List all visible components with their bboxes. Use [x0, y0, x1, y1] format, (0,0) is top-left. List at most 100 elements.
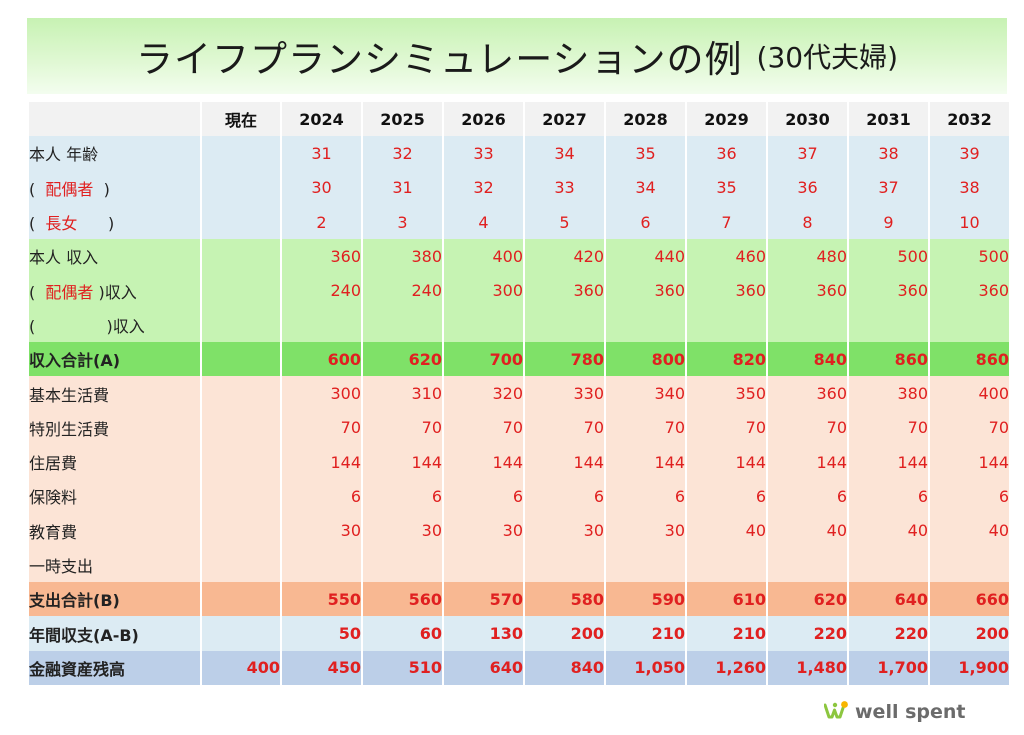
row-label: 一時支出: [29, 547, 200, 583]
paren-open: (: [29, 214, 36, 234]
now-cell: [202, 204, 280, 240]
row-label: 金融資産残高: [29, 650, 200, 686]
value-cell: 860: [930, 342, 1009, 377]
row-income-total: 収入合計(A) 600 620 700 780 800 820 840 860 860: [29, 342, 1009, 377]
now-cell: [202, 170, 280, 205]
sprout-icon: [823, 700, 850, 724]
value-cell: 32: [444, 170, 523, 205]
now-cell: [202, 376, 280, 411]
value-cell: 31: [282, 136, 361, 171]
value-cell: 620: [363, 342, 442, 377]
row-label: ( 長女 ): [29, 204, 200, 240]
now-cell: [202, 273, 280, 308]
wellspent-logo: well spent: [823, 700, 965, 724]
value-cell: 780: [525, 342, 604, 377]
value-cell: 144: [849, 444, 928, 480]
value-cell: 32: [363, 136, 442, 171]
value-cell: 144: [363, 444, 442, 480]
paren-close: ): [107, 214, 115, 234]
row-one-time: 一時支出: [29, 547, 1009, 583]
header-year: 2024: [282, 102, 361, 137]
value-cell: [444, 307, 523, 343]
now-cell: 400: [202, 650, 280, 686]
value-cell: 70: [768, 410, 847, 445]
row-label: 年間収支(A-B): [29, 616, 200, 651]
value-cell: 40: [768, 513, 847, 548]
value-cell: 610: [687, 582, 766, 617]
value-cell: 450: [282, 650, 361, 686]
value-cell: 40: [930, 513, 1009, 548]
value-cell: 70: [525, 410, 604, 445]
value-cell: 130: [444, 616, 523, 651]
value-cell: 440: [606, 239, 685, 274]
now-cell: [202, 307, 280, 343]
now-cell: [202, 616, 280, 651]
value-cell: 6: [930, 479, 1009, 514]
now-cell: [202, 342, 280, 377]
now-cell: [202, 444, 280, 480]
row-special-living: 特別生活費 70 70 70 70 70 70 70 70 70: [29, 410, 1009, 445]
row-label: 住居費: [29, 444, 200, 480]
row-education: 教育費 30 30 30 30 30 40 40 40 40: [29, 513, 1009, 548]
value-cell: 144: [444, 444, 523, 480]
value-cell: 360: [768, 273, 847, 308]
life-plan-table: 現在 2024 2025 2026 2027 2028 2029 2030 20…: [27, 102, 1011, 686]
now-cell: [202, 582, 280, 617]
value-cell: 220: [768, 616, 847, 651]
value-cell: 6: [525, 479, 604, 514]
now-cell: [202, 410, 280, 445]
value-cell: 30: [525, 513, 604, 548]
value-cell: 30: [282, 170, 361, 205]
value-cell: 70: [363, 410, 442, 445]
value-cell: [768, 547, 847, 583]
value-cell: 144: [768, 444, 847, 480]
value-cell: 620: [768, 582, 847, 617]
now-cell: [202, 136, 280, 171]
value-cell: [606, 307, 685, 343]
value-cell: 420: [525, 239, 604, 274]
value-cell: 400: [930, 376, 1009, 411]
value-cell: 210: [606, 616, 685, 651]
value-cell: 550: [282, 582, 361, 617]
relation-label: 配偶者: [45, 282, 94, 302]
row-daughter-age: ( 長女 ) 2 3 4 5 6 7 8 9 10: [29, 204, 1009, 240]
value-cell: 144: [282, 444, 361, 480]
value-cell: 300: [282, 376, 361, 411]
value-cell: 220: [849, 616, 928, 651]
value-cell: 30: [606, 513, 685, 548]
value-cell: 6: [282, 479, 361, 514]
value-cell: 570: [444, 582, 523, 617]
value-cell: 640: [444, 650, 523, 686]
value-cell: 3: [363, 204, 442, 240]
value-cell: 660: [930, 582, 1009, 617]
header-year: 2032: [930, 102, 1009, 137]
now-cell: [202, 513, 280, 548]
value-cell: [525, 547, 604, 583]
value-cell: 31: [363, 170, 442, 205]
value-cell: 400: [444, 239, 523, 274]
value-cell: 30: [282, 513, 361, 548]
value-cell: 1,900: [930, 650, 1009, 686]
relation-label: 配偶者: [45, 179, 94, 199]
value-cell: 380: [849, 376, 928, 411]
row-annual-balance: 年間収支(A-B) 50 60 130 200 210 210 220 220 200: [29, 616, 1009, 651]
value-cell: 350: [687, 376, 766, 411]
value-cell: 9: [849, 204, 928, 240]
header-year: 2026: [444, 102, 523, 137]
header-year: 2029: [687, 102, 766, 137]
value-cell: 6: [444, 479, 523, 514]
row-label: 基本生活費: [29, 376, 200, 411]
header-year: 2027: [525, 102, 604, 137]
value-cell: [282, 547, 361, 583]
now-cell: [202, 239, 280, 274]
value-cell: 580: [525, 582, 604, 617]
value-cell: 36: [687, 136, 766, 171]
value-cell: 200: [525, 616, 604, 651]
value-cell: 35: [606, 136, 685, 171]
value-cell: 210: [687, 616, 766, 651]
row-label: ( 配偶者 )収入: [29, 273, 200, 308]
value-cell: [282, 307, 361, 343]
value-cell: 1,050: [606, 650, 685, 686]
row-label: 特別生活費: [29, 410, 200, 445]
value-cell: 200: [930, 616, 1009, 651]
